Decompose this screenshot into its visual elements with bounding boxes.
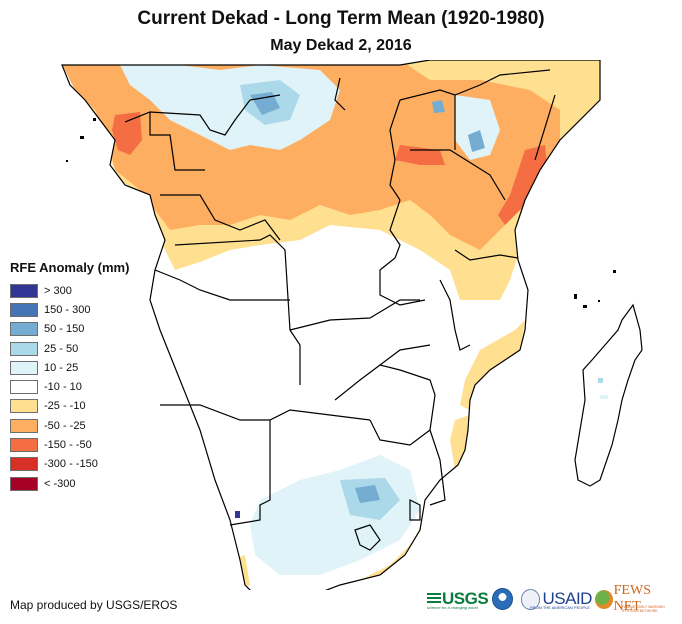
country-border <box>229 420 271 526</box>
wet-zone-kenya <box>455 95 500 160</box>
legend-label: > 300 <box>44 284 72 297</box>
country-border <box>389 99 401 201</box>
wet-zone-car-3 <box>250 92 280 115</box>
legend-swatch <box>10 457 38 472</box>
legend-label: -25 - -10 <box>44 400 86 413</box>
island <box>613 270 616 273</box>
legend-item: -50 - -25 <box>10 416 129 435</box>
legend-label: 25 - 50 <box>44 342 79 355</box>
legend-swatch <box>10 341 38 356</box>
wet-spot-madagascar-3 <box>600 395 608 399</box>
legend-item: -300 - -150 <box>10 455 129 474</box>
country-border <box>369 364 436 446</box>
usaid-tagline: FROM THE AMERICAN PEOPLE <box>530 605 590 610</box>
country-border <box>379 257 426 306</box>
island <box>80 136 84 139</box>
logo-bar: USGS science for a changing world USAID … <box>427 583 677 614</box>
country-border <box>354 524 381 551</box>
legend: RFE Anomaly (mm) > 300 150 - 300 50 - 150 2… <box>10 260 129 493</box>
island <box>583 305 587 308</box>
anomaly-map <box>61 60 643 590</box>
legend-label: -150 - -50 <box>44 439 92 452</box>
noaa-logo-icon <box>492 588 513 610</box>
map-title: Current Dekad - Long Term Mean (1920-198… <box>137 8 545 29</box>
legend-swatch <box>10 418 38 433</box>
island <box>598 300 600 302</box>
legend-title: RFE Anomaly (mm) <box>10 260 130 275</box>
map-subtitle: May Dekad 2, 2016 <box>270 37 412 54</box>
legend-swatch <box>10 360 38 375</box>
legend-item: 150 - 300 <box>10 300 129 319</box>
legend-swatch <box>10 283 38 298</box>
country-border <box>389 199 401 259</box>
wet-zone-uganda <box>432 100 445 113</box>
country-border <box>149 112 205 171</box>
dry-zone-coast-east <box>498 145 548 225</box>
legend-item: 25 - 50 <box>10 339 129 358</box>
island <box>66 160 68 162</box>
legend-label: 150 - 300 <box>44 303 91 316</box>
usgs-logo: USGS <box>427 589 489 609</box>
legend-label: 10 - 25 <box>44 361 79 374</box>
legend-swatch <box>10 399 38 414</box>
wet-zone-south-africa-3 <box>355 485 380 503</box>
legend-label: -300 - -150 <box>44 458 98 471</box>
legend-item: 10 - 25 <box>10 358 129 377</box>
credit-text: Map produced by USGS/EROS <box>10 598 178 612</box>
fews-tagline: FAMINE EARLY WARNING SYSTEMS NETWORK <box>622 605 665 613</box>
fews-logo-text: FEWS NET <box>613 583 651 614</box>
legend-label: -50 - -25 <box>44 419 86 432</box>
legend-items: > 300 150 - 300 50 - 150 25 - 50 10 - 25 -10 … <box>10 281 129 493</box>
legend-item: < -300 <box>10 474 129 493</box>
usgs-waves-icon <box>427 593 441 605</box>
legend-label: -10 - 10 <box>44 381 82 394</box>
islands-layer <box>66 118 616 308</box>
legend-swatch <box>10 302 38 317</box>
country-border <box>334 77 346 111</box>
country-border <box>289 299 420 331</box>
wet-spot-namibia <box>235 511 240 518</box>
usaid-seal-icon <box>520 588 541 610</box>
legend-item: -150 - -50 <box>10 435 129 454</box>
country-border <box>160 194 281 241</box>
wet-spot-madagascar <box>639 373 642 380</box>
country-border <box>534 94 556 161</box>
country-border <box>409 499 421 521</box>
dry-zone-coast-west <box>112 112 142 155</box>
country-border <box>154 269 290 301</box>
island <box>574 294 577 299</box>
legend-swatch <box>10 438 38 453</box>
usaid-logo-text: USAID <box>542 589 592 608</box>
borders-layer <box>61 60 643 590</box>
legend-item: > 300 <box>10 281 129 300</box>
country-border <box>174 234 301 385</box>
country-border <box>410 149 506 201</box>
country-border <box>399 69 551 101</box>
country-border <box>429 429 446 506</box>
legend-swatch <box>10 380 38 395</box>
fews-globe-icon <box>594 589 613 609</box>
usgs-logo-text: USGS <box>442 589 489 608</box>
wet-spot-madagascar-2 <box>598 378 603 383</box>
wet-zone-kenya-2 <box>468 130 485 152</box>
legend-swatch <box>10 476 38 491</box>
legend-label: < -300 <box>44 477 76 490</box>
legend-item: -25 - -10 <box>10 397 129 416</box>
legend-item: -10 - 10 <box>10 377 129 396</box>
legend-swatch <box>10 322 38 337</box>
legend-item: 50 - 150 <box>10 320 129 339</box>
country-border <box>439 279 471 351</box>
usgs-tagline: science for a changing world <box>427 605 478 610</box>
country-border <box>124 94 281 136</box>
legend-label: 50 - 150 <box>44 323 85 336</box>
island <box>93 118 96 121</box>
country-border <box>454 249 519 261</box>
